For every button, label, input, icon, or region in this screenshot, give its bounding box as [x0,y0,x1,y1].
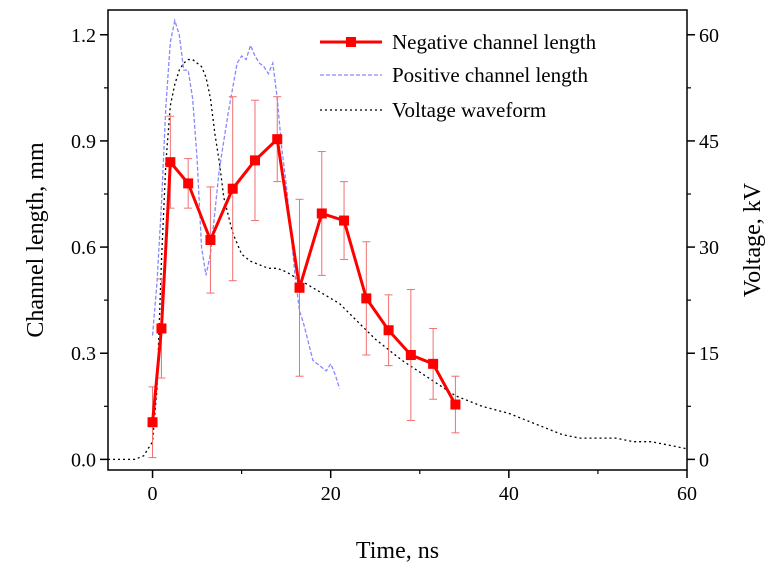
data-point-negative [249,155,260,166]
data-point-negative [294,282,305,293]
y2-tick-label: 60 [699,25,719,47]
legend-label-negative: Negative channel length [392,30,597,54]
y2-axis-title: Voltage, kV [740,182,766,297]
data-point-negative [361,293,372,304]
legend-entry-voltage: Voltage waveform [320,98,546,122]
data-point-negative [205,235,216,245]
data-point-negative [383,325,394,336]
series-line-positive [151,18,341,389]
legend-label-voltage: Voltage waveform [392,98,546,122]
y2-tick-label: 45 [699,131,719,153]
data-point-negative [272,134,283,145]
y-axis-title: Channel length, mm [23,142,49,338]
y-tick-label: 0.0 [71,449,96,471]
legend-entry-positive: Positive channel length [320,63,588,87]
y-tick-label: 0.6 [71,237,96,259]
x-tick-label: 20 [321,483,341,505]
plot-frame [107,9,688,471]
series-area [108,18,688,461]
data-point-negative [316,208,327,219]
legend: Negative channel length Positive channel… [320,30,597,122]
y-tick-label: 1.2 [71,25,96,47]
data-point-negative [147,417,158,428]
y-tick-label: 0.3 [71,343,96,365]
x-tick-label: 0 [148,483,158,505]
data-point-negative [227,183,238,194]
y-tick-label: 0.9 [71,131,96,153]
x-axis-title: Time, ns [356,538,439,564]
legend-entry-negative: Negative channel length [320,30,597,54]
axis-ticks: 0 20 40 60 0.0 0.3 0.6 0.9 1.2 0 15 30 45 60 [71,25,719,505]
x-tick-label: 60 [677,483,697,505]
y2-tick-label: 0 [699,449,709,471]
y2-tick-label: 15 [699,343,719,365]
legend-label-positive: Positive channel length [392,63,588,87]
series-line-voltage [108,58,688,461]
y2-tick-label: 30 [699,237,719,259]
data-point-negative [339,215,350,226]
data-point-negative [183,178,194,189]
data-point-negative [450,399,461,410]
plot-frame-border [107,9,688,471]
series-line-negative [151,136,457,423]
legend-marker-negative [346,37,356,47]
x-tick-label: 40 [499,483,519,505]
data-point-negative [405,350,416,360]
data-point-negative [156,323,167,334]
data-point-negative [428,358,439,369]
data-point-negative [165,157,176,168]
